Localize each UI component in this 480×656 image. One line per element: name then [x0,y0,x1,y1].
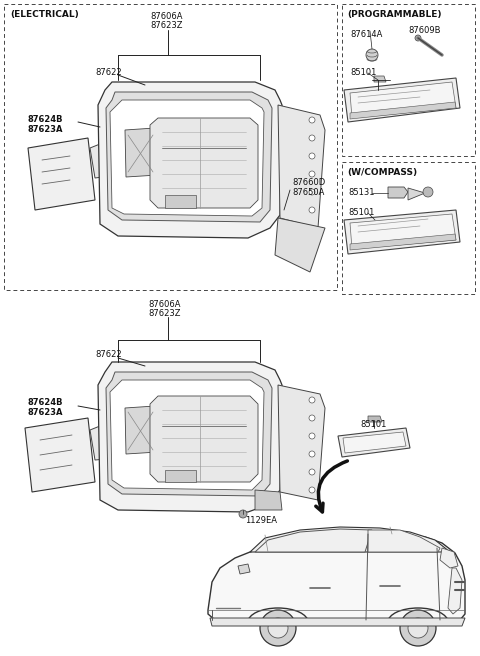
Polygon shape [448,568,462,614]
Text: 85131: 85131 [348,188,374,197]
Text: 87623Z: 87623Z [148,309,180,318]
Circle shape [309,171,315,177]
Polygon shape [278,385,325,500]
Polygon shape [440,548,458,568]
Polygon shape [250,527,450,552]
Text: 87624B: 87624B [28,398,63,407]
Polygon shape [150,396,258,482]
Bar [4,4,337,290]
Bar [342,4,475,156]
Circle shape [408,618,428,638]
Polygon shape [90,138,118,178]
Text: 87660D: 87660D [292,178,325,187]
Polygon shape [98,362,282,512]
Polygon shape [388,187,408,198]
Polygon shape [275,218,325,272]
Polygon shape [350,102,456,119]
Circle shape [423,187,433,197]
Polygon shape [368,530,440,552]
Polygon shape [278,105,325,228]
Polygon shape [210,618,465,626]
Text: 87623Z: 87623Z [150,21,182,30]
Text: 87650A: 87650A [292,188,324,197]
Polygon shape [343,432,406,453]
Polygon shape [350,82,456,118]
Polygon shape [125,406,158,454]
Circle shape [309,469,315,475]
Text: 87622: 87622 [95,68,121,77]
Polygon shape [350,234,456,250]
Text: 87624B: 87624B [28,115,63,124]
Polygon shape [106,372,272,496]
Circle shape [239,510,247,518]
Polygon shape [98,82,282,238]
Polygon shape [374,76,386,82]
Text: (W/COMPASS): (W/COMPASS) [347,168,417,177]
Circle shape [309,153,315,159]
Polygon shape [165,470,196,482]
Text: 87622: 87622 [95,350,121,359]
Circle shape [309,117,315,123]
Text: 87609B: 87609B [408,26,441,35]
Polygon shape [338,428,410,457]
Polygon shape [150,118,258,208]
Text: 85101: 85101 [348,208,374,217]
Polygon shape [208,534,465,620]
Circle shape [400,610,436,646]
Polygon shape [255,529,372,552]
Text: (ELECTRICAL): (ELECTRICAL) [10,10,79,19]
Circle shape [309,135,315,141]
Text: 1129EA: 1129EA [245,516,277,525]
Text: 87614A: 87614A [350,30,383,39]
Polygon shape [368,416,382,422]
Text: 85101: 85101 [350,68,376,77]
Circle shape [268,618,288,638]
Text: 87606A: 87606A [148,300,180,309]
Polygon shape [28,138,95,210]
Polygon shape [238,564,250,574]
Circle shape [309,397,315,403]
Circle shape [309,487,315,493]
Polygon shape [408,188,425,200]
Polygon shape [125,128,158,177]
Circle shape [309,433,315,439]
Circle shape [309,189,315,195]
Bar [342,162,475,294]
Polygon shape [255,490,282,510]
Circle shape [309,415,315,421]
Circle shape [260,610,296,646]
Polygon shape [90,420,118,460]
Polygon shape [165,195,196,208]
Text: 87623A: 87623A [28,408,63,417]
Polygon shape [344,210,460,254]
Polygon shape [25,418,95,492]
Text: 87606A: 87606A [150,12,182,21]
Polygon shape [106,92,272,222]
Circle shape [309,451,315,457]
Text: 85101: 85101 [360,420,386,429]
Polygon shape [110,100,264,216]
Polygon shape [110,380,264,490]
Circle shape [366,49,378,61]
Circle shape [309,207,315,213]
Polygon shape [344,78,460,122]
Text: (PROGRAMMABLE): (PROGRAMMABLE) [347,10,442,19]
Polygon shape [350,214,456,249]
Text: 87623A: 87623A [28,125,63,134]
Circle shape [415,35,421,41]
